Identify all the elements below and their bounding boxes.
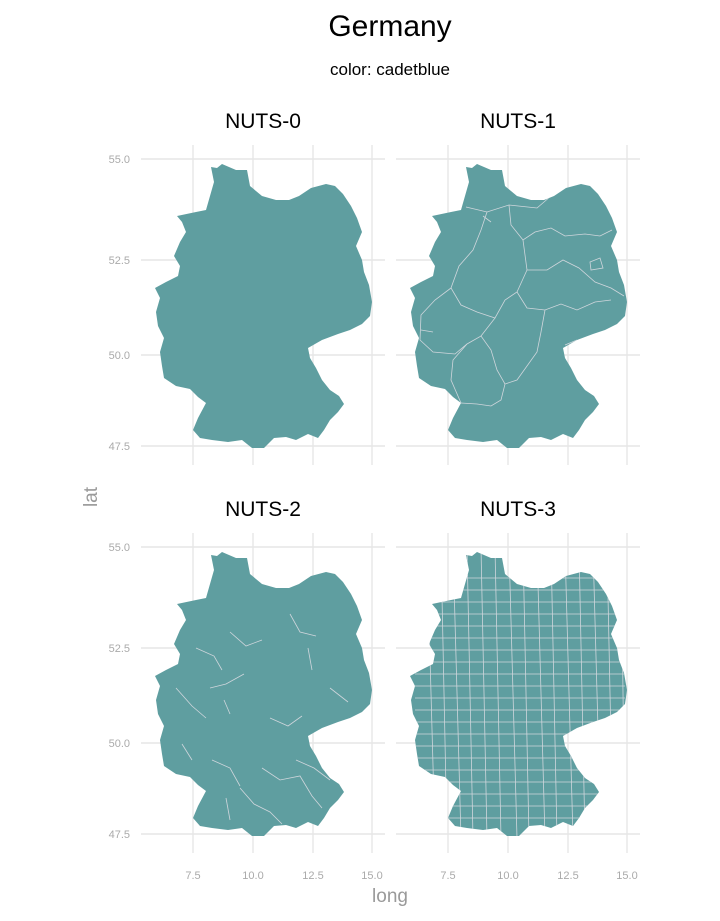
- x-tick-label: 12.5: [302, 870, 323, 882]
- panel-title: NUTS-1: [480, 110, 556, 133]
- y-tick-label: 55.0: [109, 154, 130, 166]
- y-tick-label: 52.5: [109, 255, 130, 267]
- x-tick-label: 15.0: [361, 870, 382, 882]
- panel-title: NUTS-2: [225, 498, 301, 521]
- germany-shape: [155, 552, 372, 836]
- x-tick-label: 7.5: [440, 870, 455, 882]
- y-axis-ticks: 55.0 52.5 50.0 47.5 55.0 52.5 50.0 47.5: [109, 154, 130, 841]
- x-tick-label: 15.0: [616, 870, 637, 882]
- x-tick-label: 10.0: [242, 870, 263, 882]
- y-axis-title: lat: [81, 486, 102, 507]
- germany-shape: [155, 164, 372, 448]
- x-tick-label: 12.5: [557, 870, 578, 882]
- panel-nuts-3: NUTS-3: [396, 498, 640, 853]
- x-tick-label: 10.0: [497, 870, 518, 882]
- y-tick-label: 52.5: [109, 643, 130, 655]
- y-tick-label: 47.5: [109, 829, 130, 841]
- panel-nuts-1: NUTS-1: [396, 110, 640, 465]
- panel-title: NUTS-0: [225, 110, 301, 133]
- y-tick-label: 50.0: [109, 350, 130, 362]
- x-axis-ticks: 7.5 10.0 12.5 15.0 7.5 10.0 12.5 15.0: [185, 870, 637, 882]
- germany-shape: [410, 164, 627, 448]
- panel-nuts-2: NUTS-2: [141, 498, 385, 853]
- y-tick-label: 50.0: [109, 738, 130, 750]
- x-tick-label: 7.5: [185, 870, 200, 882]
- x-axis-title: long: [372, 886, 408, 907]
- y-tick-label: 55.0: [109, 542, 130, 554]
- y-tick-label: 47.5: [109, 441, 130, 453]
- chart-title: Germany: [328, 10, 452, 43]
- panel-title: NUTS-3: [480, 498, 556, 521]
- panel-nuts-0: NUTS-0: [141, 110, 385, 465]
- chart-subtitle: color: cadetblue: [329, 60, 451, 79]
